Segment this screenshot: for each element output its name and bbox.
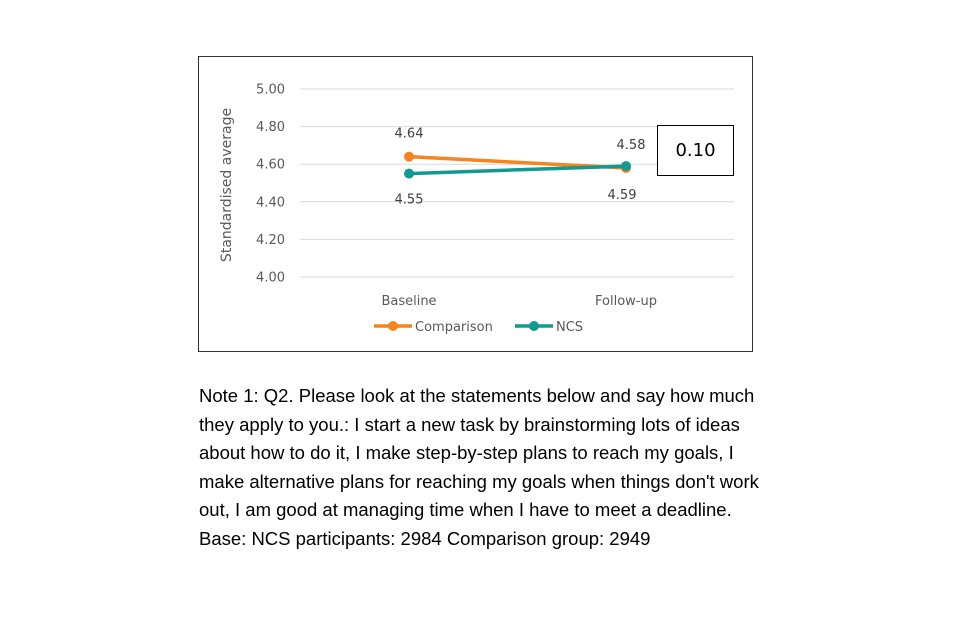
data-point <box>404 151 414 162</box>
y-axis-label: Standardised average <box>219 108 235 262</box>
difference-box: 0.10 <box>657 125 734 176</box>
legend-label: NCS <box>556 320 583 335</box>
chart-frame: 4.00 4.20 4.40 4.60 4.80 5.00 Standardised av… <box>198 56 753 352</box>
note-text: Note 1: Q2. Please look at the statement… <box>199 385 759 549</box>
line-chart: 4.00 4.20 4.40 4.60 4.80 5.00 Standardised av… <box>219 83 734 335</box>
x-tick-label: Baseline <box>381 294 436 309</box>
series-line-ncs <box>408 164 627 176</box>
data-label: 4.64 <box>395 127 424 142</box>
data-label: 4.58 <box>617 138 646 153</box>
y-tick-label: 4.60 <box>256 158 285 173</box>
data-label: 4.55 <box>395 193 424 208</box>
y-tick-label: 4.20 <box>256 233 285 248</box>
y-tick-label: 5.00 <box>256 83 285 98</box>
data-label: 4.59 <box>608 188 637 203</box>
y-tick-label: 4.40 <box>256 195 285 210</box>
legend-swatch-marker <box>529 321 539 331</box>
data-point <box>621 161 631 172</box>
x-tick-label: Follow-up <box>595 294 657 309</box>
legend-label: Comparison <box>415 320 493 335</box>
y-tick-label: 4.00 <box>256 271 285 286</box>
y-tick-label: 4.80 <box>256 120 285 135</box>
data-point <box>404 168 414 179</box>
legend-swatch-marker <box>388 321 398 331</box>
